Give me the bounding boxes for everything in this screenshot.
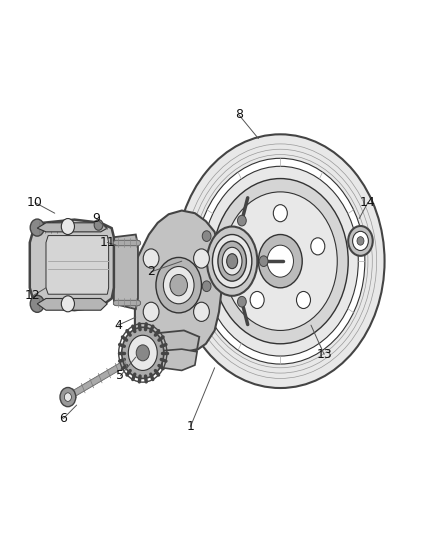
Polygon shape [30, 220, 114, 310]
Circle shape [94, 220, 103, 230]
Text: 2: 2 [147, 265, 155, 278]
Circle shape [163, 266, 194, 304]
Circle shape [297, 292, 311, 309]
Circle shape [237, 296, 246, 307]
Circle shape [258, 235, 302, 288]
Circle shape [143, 302, 159, 321]
Text: 9: 9 [92, 212, 100, 225]
Ellipse shape [207, 227, 258, 296]
Polygon shape [37, 298, 107, 310]
Circle shape [61, 219, 74, 235]
Circle shape [273, 205, 287, 222]
Polygon shape [114, 235, 138, 309]
Circle shape [194, 249, 209, 268]
Text: 12: 12 [25, 289, 41, 302]
Ellipse shape [223, 247, 242, 275]
Circle shape [237, 215, 246, 226]
Circle shape [357, 237, 364, 245]
Circle shape [170, 274, 187, 296]
Circle shape [143, 249, 159, 268]
Circle shape [176, 134, 385, 388]
Text: 8: 8 [235, 108, 243, 121]
Text: 13: 13 [316, 348, 332, 361]
Circle shape [348, 226, 373, 256]
Circle shape [202, 166, 358, 356]
Circle shape [311, 238, 325, 255]
Polygon shape [37, 223, 107, 232]
Text: 11: 11 [99, 236, 115, 249]
Text: 6: 6 [60, 412, 67, 425]
Circle shape [236, 238, 250, 255]
Polygon shape [162, 349, 197, 370]
Circle shape [64, 393, 71, 401]
Text: 1: 1 [187, 420, 194, 433]
Circle shape [60, 387, 76, 407]
Circle shape [194, 302, 209, 321]
Circle shape [30, 219, 44, 236]
Circle shape [156, 257, 201, 313]
Text: 5: 5 [117, 369, 124, 382]
Text: 14: 14 [360, 196, 376, 209]
Circle shape [353, 231, 368, 251]
Ellipse shape [218, 241, 246, 281]
Text: 10: 10 [27, 196, 43, 209]
Ellipse shape [212, 235, 252, 288]
Circle shape [202, 281, 211, 292]
Polygon shape [140, 330, 199, 354]
Polygon shape [46, 236, 109, 294]
Circle shape [30, 295, 44, 312]
Circle shape [61, 296, 74, 312]
Circle shape [250, 292, 264, 309]
Circle shape [223, 192, 337, 330]
Circle shape [267, 245, 293, 277]
Circle shape [196, 158, 365, 364]
Polygon shape [134, 211, 221, 360]
Circle shape [212, 179, 348, 344]
Ellipse shape [227, 254, 237, 269]
Text: 4: 4 [114, 319, 122, 332]
Circle shape [122, 327, 164, 378]
Circle shape [136, 345, 149, 361]
Circle shape [259, 256, 268, 266]
Circle shape [202, 231, 211, 241]
Circle shape [128, 335, 157, 370]
